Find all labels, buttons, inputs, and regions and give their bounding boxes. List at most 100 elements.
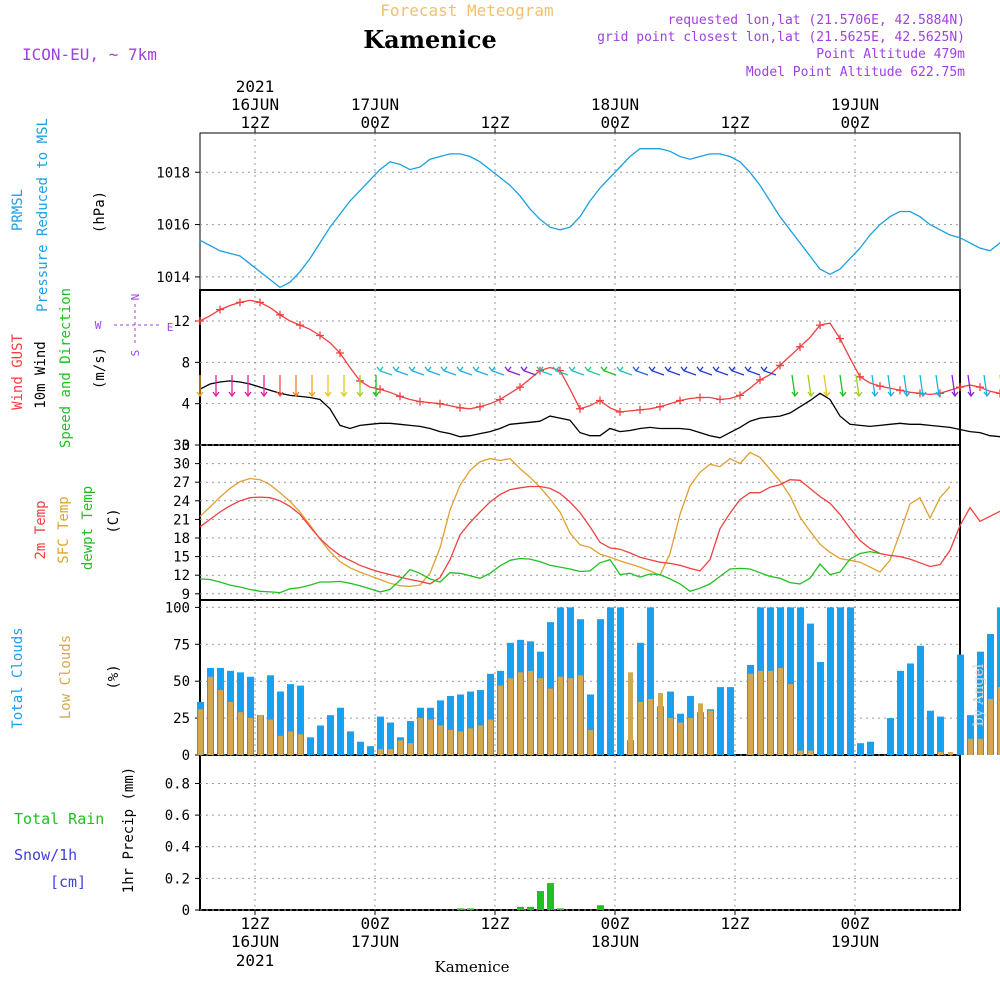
gust-marker (696, 393, 704, 402)
total-cloud-bar (937, 716, 944, 755)
top-time-label-date: 18JUN (591, 95, 639, 114)
gust-marker (836, 334, 844, 343)
low-cloud-bar (248, 718, 253, 755)
wind-direction-arrow (324, 375, 332, 398)
total-cloud-bar (267, 675, 274, 755)
wind-direction-arrow (935, 374, 943, 398)
low-cloud-bar (698, 703, 703, 755)
low-cloud-bar (998, 687, 1000, 755)
top-time-label-hour: 12Z (241, 113, 270, 132)
total-cloud-bar (647, 607, 654, 755)
precip-panel-frame (199, 754, 961, 911)
bottom-time-label-hour: 00Z (601, 914, 630, 933)
low-cloud-bar (518, 672, 523, 755)
wind-direction-arrow (292, 375, 300, 398)
total-cloud-bar (357, 741, 364, 755)
gust-label: Wind GUST (10, 334, 26, 410)
requested-coords: requested lon,lat (21.5706E, 42.5884N) (668, 13, 965, 28)
wind-direction-arrow (632, 366, 649, 376)
wind-direction-arrow (536, 366, 553, 376)
compass-e: E (167, 321, 174, 334)
bottom-time-label-hour: 00Z (361, 914, 390, 933)
low-cloud-bar (978, 738, 983, 755)
footer-location: Kamenice (435, 958, 510, 976)
total-cloud-bar (367, 746, 374, 755)
rain-bar (467, 908, 474, 910)
total-cloud-bar (917, 645, 924, 755)
prmsl-line (199, 148, 1000, 289)
gust-marker (196, 317, 204, 325)
bottom-time-label-hour: 12Z (481, 914, 510, 933)
clouds-unit-label: (%) (106, 664, 122, 689)
wind-direction-arrow (488, 366, 505, 376)
y-tick-label: 1018 (156, 165, 190, 181)
wind-direction-arrow (196, 375, 204, 398)
bottom-time-label-hour: 12Z (241, 914, 270, 933)
prmsl-long-label: Pressure Reduced to MSL (35, 118, 51, 312)
wind-direction-arrow (504, 366, 521, 376)
gust-marker (976, 383, 984, 392)
gust-marker (896, 386, 904, 395)
y-tick-label: 12 (173, 314, 190, 330)
gust-marker (416, 397, 424, 406)
rain-bar (537, 891, 544, 910)
gust-marker (496, 395, 504, 404)
snow-label: Snow/1h (14, 846, 77, 864)
total-cloud-bar (967, 715, 974, 755)
y-tick-label: 9 (182, 587, 190, 603)
dewpt-label: dewpt Temp (80, 486, 96, 570)
wind-direction-arrow (983, 374, 991, 398)
low-cloud-bar (988, 698, 993, 755)
total-cloud-bar (987, 633, 994, 755)
low-cloud-bar (478, 725, 483, 755)
snow-unit-label: [cm] (50, 873, 86, 891)
bottom-time-label-date: 17JUN (351, 932, 399, 951)
wind-direction-arrow (372, 375, 380, 398)
grid-layer (195, 133, 960, 911)
total-cloud-bar (327, 715, 334, 755)
wind-direction-arrow (472, 366, 489, 376)
total-cloud-bar (997, 607, 1000, 755)
gust-marker (616, 407, 624, 416)
gust-marker (316, 331, 324, 340)
wind-direction-arrow (712, 366, 729, 376)
low-cloud-bar (498, 685, 503, 755)
total-cloud-bar (887, 718, 894, 755)
total-cloud-bar (317, 725, 324, 755)
gust-marker (376, 385, 384, 394)
gust-marker (716, 395, 724, 404)
low-cloud-bar (558, 676, 563, 755)
wind-direction-arrow (807, 374, 815, 398)
temp2m-line (199, 479, 1000, 585)
precip-unit-label: 1hr Precip (mm) (121, 767, 137, 893)
low-cloud-bar (748, 673, 753, 755)
sfc-temp-label: SFC Temp (56, 496, 72, 563)
gridpoint-coords: grid point closest lon,lat (21.5625E, 42… (597, 30, 965, 45)
low-cloud-bar (508, 678, 513, 755)
total-cloud-bar (797, 607, 804, 755)
wind-direction-arrow (696, 366, 713, 376)
prmsl-label: PRMSL (10, 189, 26, 231)
bottom-time-label-date: 18JUN (591, 932, 639, 951)
total-cloud-bar (377, 716, 384, 755)
low-cloud-bar (668, 718, 673, 755)
top-time-label-date: 17JUN (351, 95, 399, 114)
compass-w: W (95, 319, 102, 332)
wind-direction-arrow (392, 366, 409, 376)
low-cloud-bar (938, 752, 943, 755)
total-cloud-bar (857, 743, 864, 755)
total-cloud-bar (307, 737, 314, 755)
low-cloud-bar (678, 722, 683, 755)
total-cloud-bar (477, 690, 484, 755)
total-cloud-bar (727, 687, 734, 755)
y-tick-label: 0.2 (165, 871, 190, 887)
compass-s: S (129, 350, 142, 357)
gust-marker (576, 404, 584, 413)
total-cloud-bar (287, 684, 294, 755)
gust-marker (236, 298, 244, 307)
gust-marker (476, 402, 484, 411)
low-cloud-bar (398, 740, 403, 755)
wind-direction-arrow (903, 374, 911, 398)
rain-bar (547, 883, 554, 910)
wind-direction-arrow (260, 375, 268, 398)
